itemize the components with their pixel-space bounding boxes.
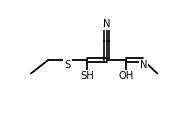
Text: N: N (140, 60, 147, 70)
Text: S: S (64, 60, 71, 70)
Text: N: N (103, 19, 111, 29)
Text: OH: OH (119, 71, 134, 81)
Text: SH: SH (80, 71, 94, 81)
